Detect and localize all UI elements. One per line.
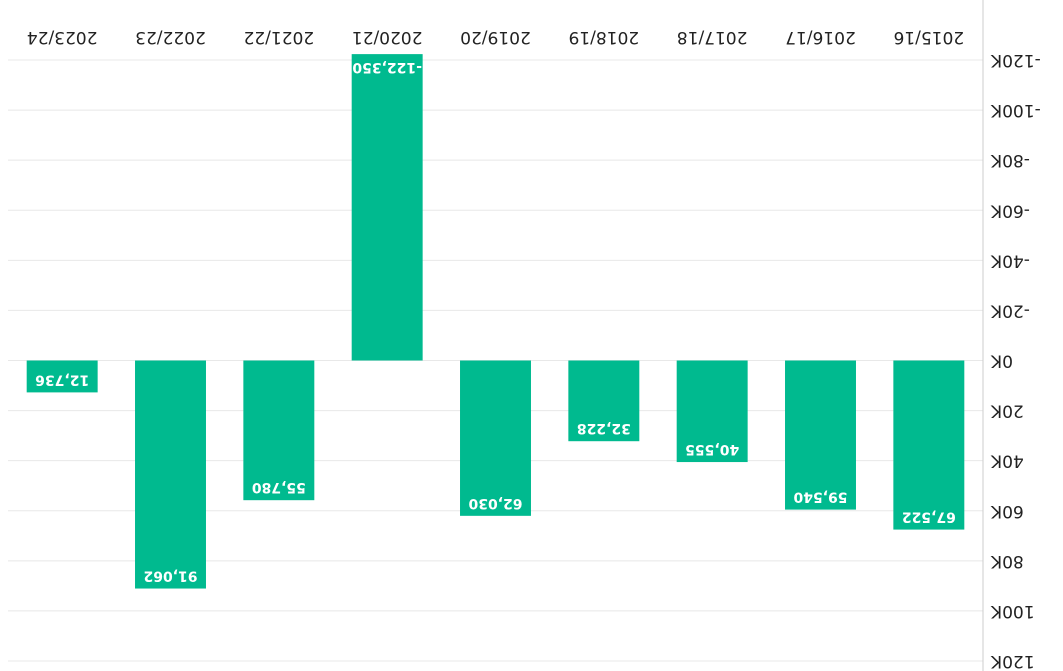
bar [460,360,531,516]
bar [568,360,640,442]
x-tick-label: 2023/24 [27,27,98,47]
x-tick-labels: 2015/16 2016/17 2017/18 2018/19 2019/20 2020/… [27,27,964,47]
bar [135,360,206,589]
bar-layer [26,54,965,589]
x-tick-label: 2019/20 [460,27,531,47]
y-tick-label: -120K [990,50,1041,70]
data-label: 12,736 [35,371,89,387]
data-label: 32,228 [577,420,631,436]
y-tick-label: 60K [990,501,1024,521]
y-tick-label: -20K [990,300,1030,320]
y-tick-label: 0K [990,351,1013,371]
y-tick-label: 100K [990,601,1034,621]
y-tick-label: -80K [990,150,1030,170]
data-label: -122,350 [352,59,422,75]
data-label: 59,540 [793,489,847,505]
x-tick-label: 2017/18 [677,27,748,47]
x-tick-label: 2018/19 [569,27,640,47]
y-tick-labels: 120K 100K 80K 60K 40K 20K 0K -20K -40K -60K -80K -1… [990,50,1041,671]
y-tick-label: -100K [990,100,1041,120]
data-label: 62,030 [468,495,522,511]
data-label: 55,780 [252,479,306,495]
y-tick-label: -40K [990,250,1030,270]
y-tick-label: 40K [990,451,1024,471]
x-tick-label: 2020/21 [352,27,423,47]
x-tick-label: 2021/22 [244,27,315,47]
y-tick-label: 80K [990,551,1024,571]
x-tick-label: 2016/17 [785,27,856,47]
bar [243,360,315,501]
bar [676,360,748,463]
data-label: 40,555 [685,441,739,457]
y-tick-label: 120K [990,651,1034,671]
y-tick-label: -60K [990,200,1030,220]
data-labels: 67,522 59,540 40,555 32,228 62,030 -122,350 55… [35,59,956,583]
y-tick-label: 20K [990,401,1024,421]
data-label: 67,522 [902,509,956,525]
x-tick-label: 2022/23 [135,27,206,47]
bar [351,54,423,361]
x-tick-label: 2015/16 [894,27,965,47]
bar [785,360,856,510]
bar [26,360,98,393]
data-label: 91,062 [143,568,197,584]
bar [893,360,965,530]
